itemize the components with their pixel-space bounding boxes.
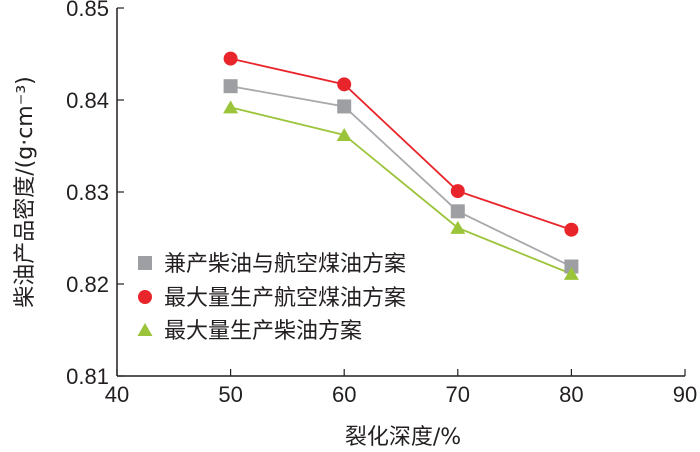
legend-marker-1 (138, 290, 152, 304)
data-point-2-0 (223, 100, 239, 114)
y-tick-label: 0.81 (66, 364, 109, 389)
y-tick-label: 0.83 (66, 180, 109, 205)
y-tick-label: 0.82 (66, 272, 109, 297)
x-tick-label: 40 (105, 382, 129, 407)
data-point-0-0 (223, 79, 238, 94)
x-tick-label: 50 (218, 382, 242, 407)
data-point-2-3 (563, 266, 579, 280)
legend-label-0: 兼产柴油与航空煤油方案 (164, 252, 406, 277)
x-tick-label: 80 (559, 382, 583, 407)
legend-label-2: 最大量生产柴油方案 (164, 319, 362, 344)
x-tick-label: 90 (673, 382, 697, 407)
data-point-0-3 (564, 259, 579, 274)
data-point-2-2 (450, 220, 466, 234)
legend-label-1: 最大量生产航空煤油方案 (164, 286, 406, 311)
data-point-0-2 (450, 204, 465, 219)
legend-marker-0 (138, 256, 152, 270)
data-point-1-0 (223, 51, 238, 66)
y-axis: 0.81 0.82 0.83 0.84 0.85 (66, 0, 124, 389)
y-tick-label: 0.84 (66, 88, 109, 113)
data-point-1-3 (564, 222, 579, 237)
data-point-0-1 (337, 99, 352, 114)
data-point-1-2 (450, 184, 465, 199)
x-axis: 40 50 60 70 80 90 (105, 369, 697, 407)
x-tick-label: 70 (446, 382, 470, 407)
x-axis-title: 裂化深度/% (345, 425, 461, 450)
series-lines (230, 57, 572, 275)
y-axis-title: 柴油产品密度/(g·cm⁻³) (13, 76, 38, 308)
series-markers (223, 51, 579, 280)
y-tick-label: 0.85 (66, 0, 109, 21)
legend-marker-2 (137, 323, 153, 336)
series-line-0 (230, 85, 572, 268)
data-point-1-1 (337, 77, 352, 92)
x-tick-label: 60 (332, 382, 356, 407)
series-line-1 (230, 57, 572, 231)
data-point-2-1 (336, 127, 352, 141)
series-line-2 (230, 106, 572, 275)
